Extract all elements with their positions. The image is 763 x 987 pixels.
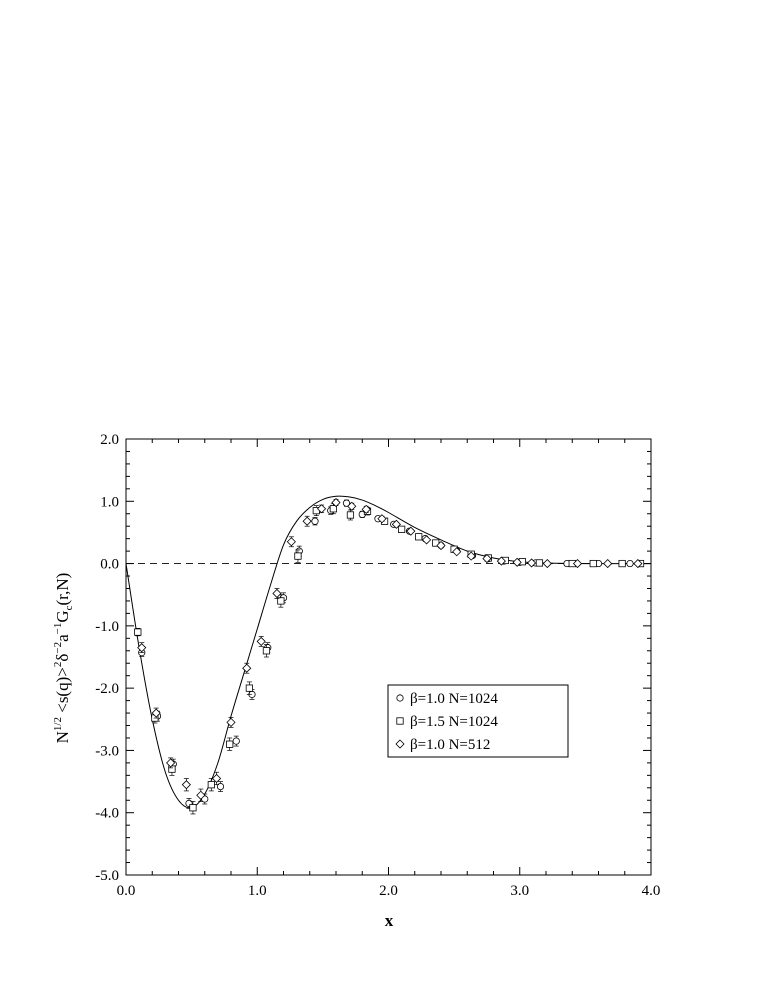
data-point-square <box>589 559 597 568</box>
data-point-diamond <box>316 504 327 514</box>
data-point-diamond <box>406 526 416 536</box>
data-point-diamond <box>137 643 147 653</box>
data-point-square <box>262 647 271 655</box>
y-tick-label: -5.0 <box>95 868 119 884</box>
legend-box <box>387 684 569 758</box>
data-point-diamond <box>181 780 191 790</box>
data-point-diamond <box>496 556 506 566</box>
series-diamond <box>137 497 643 802</box>
data-point-diamond <box>482 554 492 564</box>
data-point-diamond <box>436 540 446 551</box>
y-tick-label: -2.0 <box>95 681 119 697</box>
data-point-diamond <box>272 588 282 599</box>
data-point-diamond <box>421 535 432 545</box>
legend-label: β=1.0 N=1024 <box>410 691 498 707</box>
data-point-square <box>535 559 544 567</box>
data-point-diamond <box>347 501 357 511</box>
data-point-diamond <box>151 708 161 718</box>
data-point-square <box>277 597 285 605</box>
y-tick-label: 2.0 <box>100 432 119 448</box>
data-point-diamond <box>211 773 222 784</box>
x-tick-label: 4.0 <box>642 883 661 899</box>
x-axis-label: x <box>385 911 394 930</box>
data-point-diamond <box>242 663 252 673</box>
series-square <box>134 503 645 815</box>
data-point-square <box>618 559 626 568</box>
data-point-diamond <box>196 790 206 800</box>
legend-marker-square <box>396 717 404 725</box>
data-point-diamond <box>226 717 236 727</box>
data-point-circle <box>232 737 240 745</box>
data-point-diamond <box>256 636 266 646</box>
series-circle <box>138 499 634 809</box>
y-tick-label: -1.0 <box>95 619 119 635</box>
data-point-square <box>207 781 215 789</box>
data-point-square <box>294 552 302 560</box>
data-point-diamond <box>466 551 476 561</box>
data-point-diamond <box>512 557 522 567</box>
data-point-diamond <box>331 497 341 508</box>
fit-curve-path <box>125 495 652 809</box>
y-tick-label: -3.0 <box>95 743 119 759</box>
data-point-square <box>168 765 176 773</box>
y-tick-label: 0.0 <box>100 557 119 573</box>
x-axis-title: x <box>385 911 394 930</box>
data-point-diamond <box>391 519 401 529</box>
y-tick-label: 1.0 <box>100 494 119 510</box>
x-tick-label: 3.0 <box>510 883 529 899</box>
legend-marker-diamond <box>395 739 405 749</box>
fit-curve <box>125 495 652 809</box>
data-point-square <box>346 511 355 519</box>
axis-ticks: 0.0 1.0 2.0 3.0 4.0 2.0 1.0 0.0 -1.0 -2.0 -3.0 -4.0… <box>95 432 660 899</box>
data-point-diamond <box>526 558 537 568</box>
x-tick-label: 2.0 <box>379 883 398 899</box>
y-tick-label: -4.0 <box>95 806 119 822</box>
data-point-diamond <box>633 559 643 569</box>
y-axis-title: N1/2 <s(q)>2δ−2a−1Gc(r,N) <box>52 573 75 744</box>
data-point-square <box>134 628 142 636</box>
data-point-diamond <box>361 504 371 514</box>
data-point-square <box>189 804 197 812</box>
data-point-diamond <box>452 547 462 557</box>
data-point-square <box>329 505 337 513</box>
data-point-diamond <box>377 514 387 524</box>
data-point-diamond <box>603 559 613 569</box>
data-point-square <box>415 533 423 541</box>
data-point-diamond <box>302 516 312 526</box>
data-point-diamond <box>166 758 176 768</box>
data-point-circle <box>311 517 319 525</box>
data-point-square <box>226 740 234 748</box>
data-point-diamond <box>572 559 583 569</box>
data-point-circle <box>216 782 225 791</box>
legend: β=1.0 N=1024 β=1.5 N=1024 β=1.0 N=512 <box>387 684 569 758</box>
data-point-square <box>245 684 253 692</box>
plot-frame <box>125 438 652 876</box>
legend-label: β=1.0 N=512 <box>410 737 490 753</box>
x-tick-label: 0.0 <box>117 883 136 899</box>
data-point-diamond <box>542 559 552 569</box>
plot-border <box>125 438 652 876</box>
data-points <box>134 497 645 815</box>
data-point-circle <box>626 559 634 568</box>
data-point-diamond <box>286 537 296 547</box>
y-axis-label: N1/2 <s(q)>2δ−2a−1Gc(r,N) <box>52 573 75 744</box>
data-point-square <box>398 525 406 533</box>
legend-marker-circle <box>396 694 404 702</box>
legend-label: β=1.5 N=1024 <box>410 714 498 730</box>
x-tick-label: 1.0 <box>248 883 267 899</box>
